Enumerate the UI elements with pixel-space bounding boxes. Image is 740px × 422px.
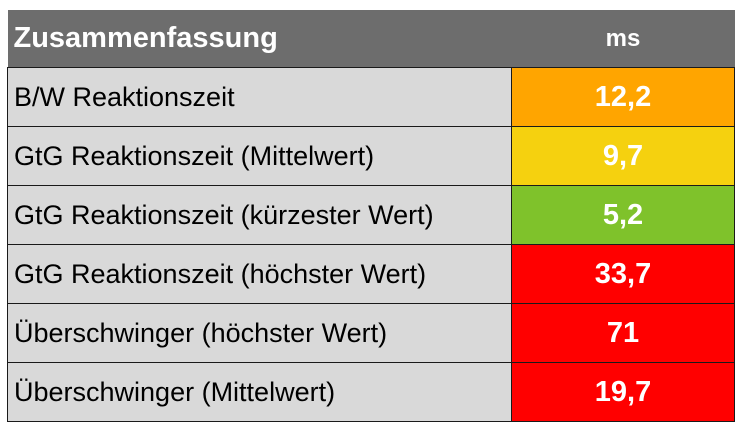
row-value: 9,7 xyxy=(511,126,735,186)
header-row: Zusammenfassung ms xyxy=(7,10,735,68)
row-value: 19,7 xyxy=(511,362,735,422)
row-value: 33,7 xyxy=(511,244,735,304)
row-label: GtG Reaktionszeit (kürzester Wert) xyxy=(7,185,512,245)
summary-table: Zusammenfassung ms B/W Reaktionszeit 12,… xyxy=(7,10,735,422)
row-label: Überschwinger (Mittelwert) xyxy=(7,362,512,422)
row-value: 12,2 xyxy=(511,67,735,127)
row-label: Überschwinger (höchster Wert) xyxy=(7,303,512,363)
row-value: 5,2 xyxy=(511,185,735,245)
row-label: GtG Reaktionszeit (höchster Wert) xyxy=(7,244,512,304)
header-unit: ms xyxy=(511,10,735,68)
row-label: GtG Reaktionszeit (Mittelwert) xyxy=(7,126,512,186)
table-row: B/W Reaktionszeit 12,2 xyxy=(7,67,735,127)
table-row: Überschwinger (Mittelwert) 19,7 xyxy=(7,362,735,422)
table-row: Überschwinger (höchster Wert) 71 xyxy=(7,303,735,363)
table-row: GtG Reaktionszeit (höchster Wert) 33,7 xyxy=(7,244,735,304)
row-value: 71 xyxy=(511,303,735,363)
table-row: GtG Reaktionszeit (Mittelwert) 9,7 xyxy=(7,126,735,186)
row-label: B/W Reaktionszeit xyxy=(7,67,512,127)
table-row: GtG Reaktionszeit (kürzester Wert) 5,2 xyxy=(7,185,735,245)
header-label: Zusammenfassung xyxy=(7,10,512,68)
